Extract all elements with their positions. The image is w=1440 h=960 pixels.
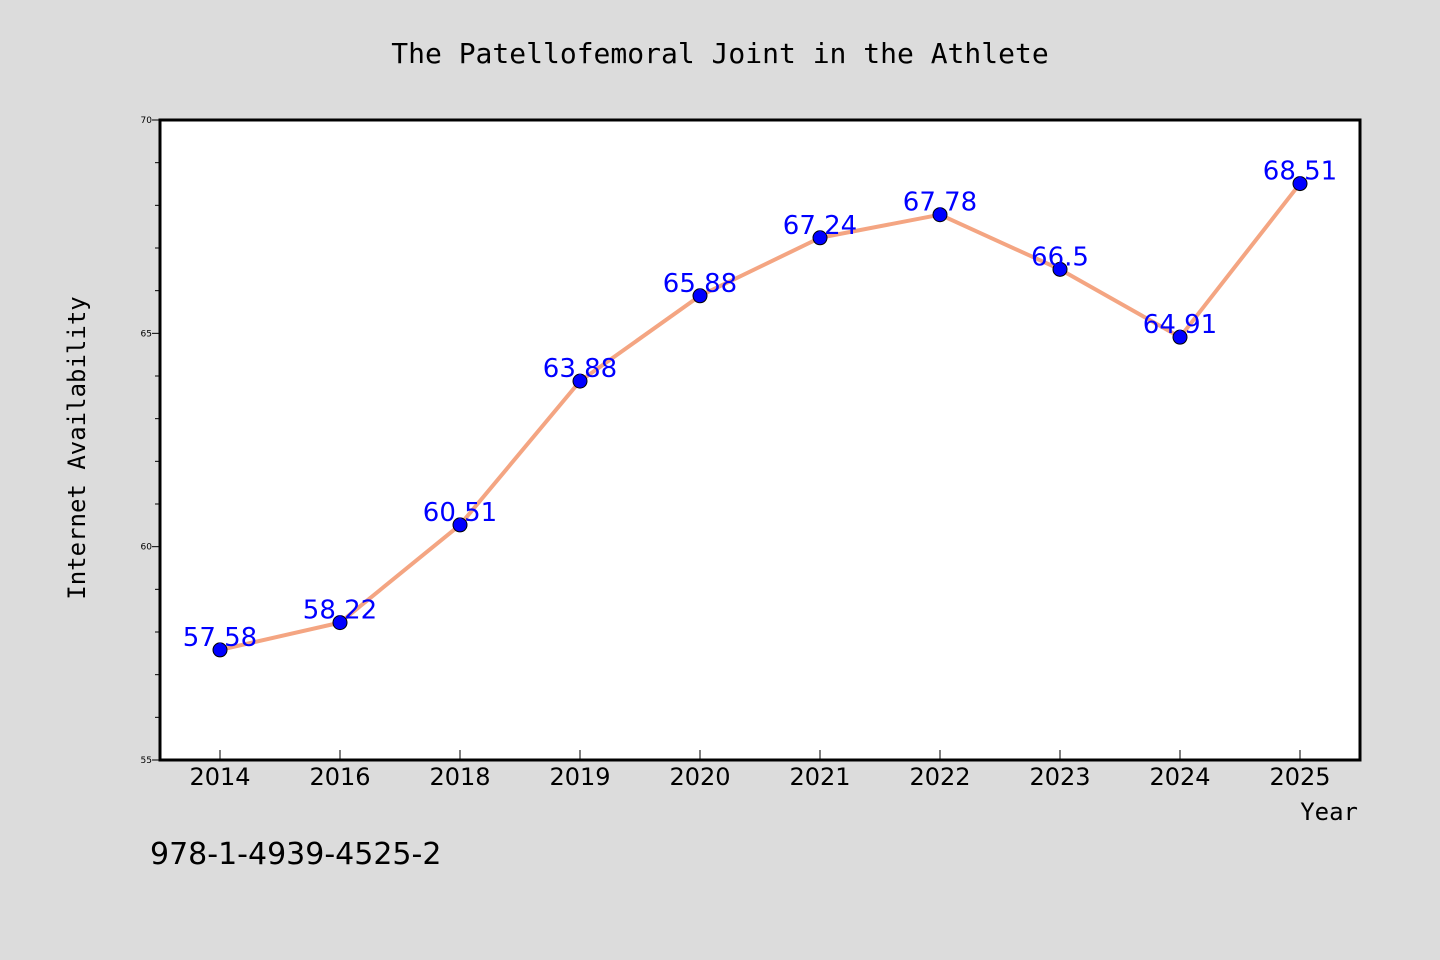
- data-point: [1052, 261, 1068, 277]
- data-label: 57.58: [183, 623, 257, 653]
- x-tick-label: 2020: [669, 763, 730, 791]
- series-line: [218, 181, 1302, 652]
- data-label: 58.22: [303, 596, 377, 626]
- series-markers: [212, 176, 1308, 658]
- data-label: 68.51: [1263, 157, 1337, 187]
- x-tick-label: 2024: [1149, 763, 1210, 791]
- plot-frame: [158, 118, 1362, 762]
- data-label: 60.51: [423, 498, 497, 528]
- x-tick-label: 2025: [1269, 763, 1330, 791]
- data-label: 64.91: [1143, 310, 1217, 340]
- y-tick-label: 65: [141, 329, 152, 339]
- x-tick-label: 2016: [309, 763, 370, 791]
- x-tick-label: 2021: [789, 763, 850, 791]
- y-tick-label: 55: [141, 756, 152, 766]
- x-tick-label: 2014: [189, 763, 250, 791]
- plot-area: [160, 120, 1360, 760]
- data-point: [812, 230, 828, 246]
- data-point: [692, 288, 708, 304]
- data-labels: 57.58 58.22 60.51 63.88 65.88 67.24 67.78 66.5 6…: [183, 157, 1337, 653]
- footer-isbn: 978-1-4939-4525-2: [150, 837, 441, 872]
- data-label: 63.88: [543, 354, 617, 384]
- data-point: [932, 207, 948, 223]
- data-point: [572, 373, 588, 389]
- data-label: 66.5: [1031, 242, 1089, 272]
- chart-title: The Patellofemoral Joint in the Athlete: [391, 37, 1048, 70]
- x-axis-label: Year: [1300, 798, 1358, 826]
- data-point: [1172, 329, 1188, 345]
- data-point: [332, 615, 348, 631]
- x-axis: 2014 2016 2018 2019 2020 2021 2022 2023 2024 2025: [189, 750, 1331, 791]
- x-tick-label: 2018: [429, 763, 490, 791]
- x-tick-label: 2019: [549, 763, 610, 791]
- data-point: [1292, 176, 1308, 192]
- data-point: [452, 517, 468, 533]
- y-axis-label: Internet Availability: [63, 296, 91, 599]
- x-tick-label: 2022: [909, 763, 970, 791]
- y-tick-label: 70: [141, 116, 153, 126]
- data-label: 65.88: [663, 269, 737, 299]
- x-tick-label: 2023: [1029, 763, 1090, 791]
- y-tick-label: 60: [141, 543, 153, 553]
- data-point: [212, 642, 228, 658]
- data-label: 67.24: [783, 211, 857, 241]
- data-label: 67.78: [903, 188, 977, 218]
